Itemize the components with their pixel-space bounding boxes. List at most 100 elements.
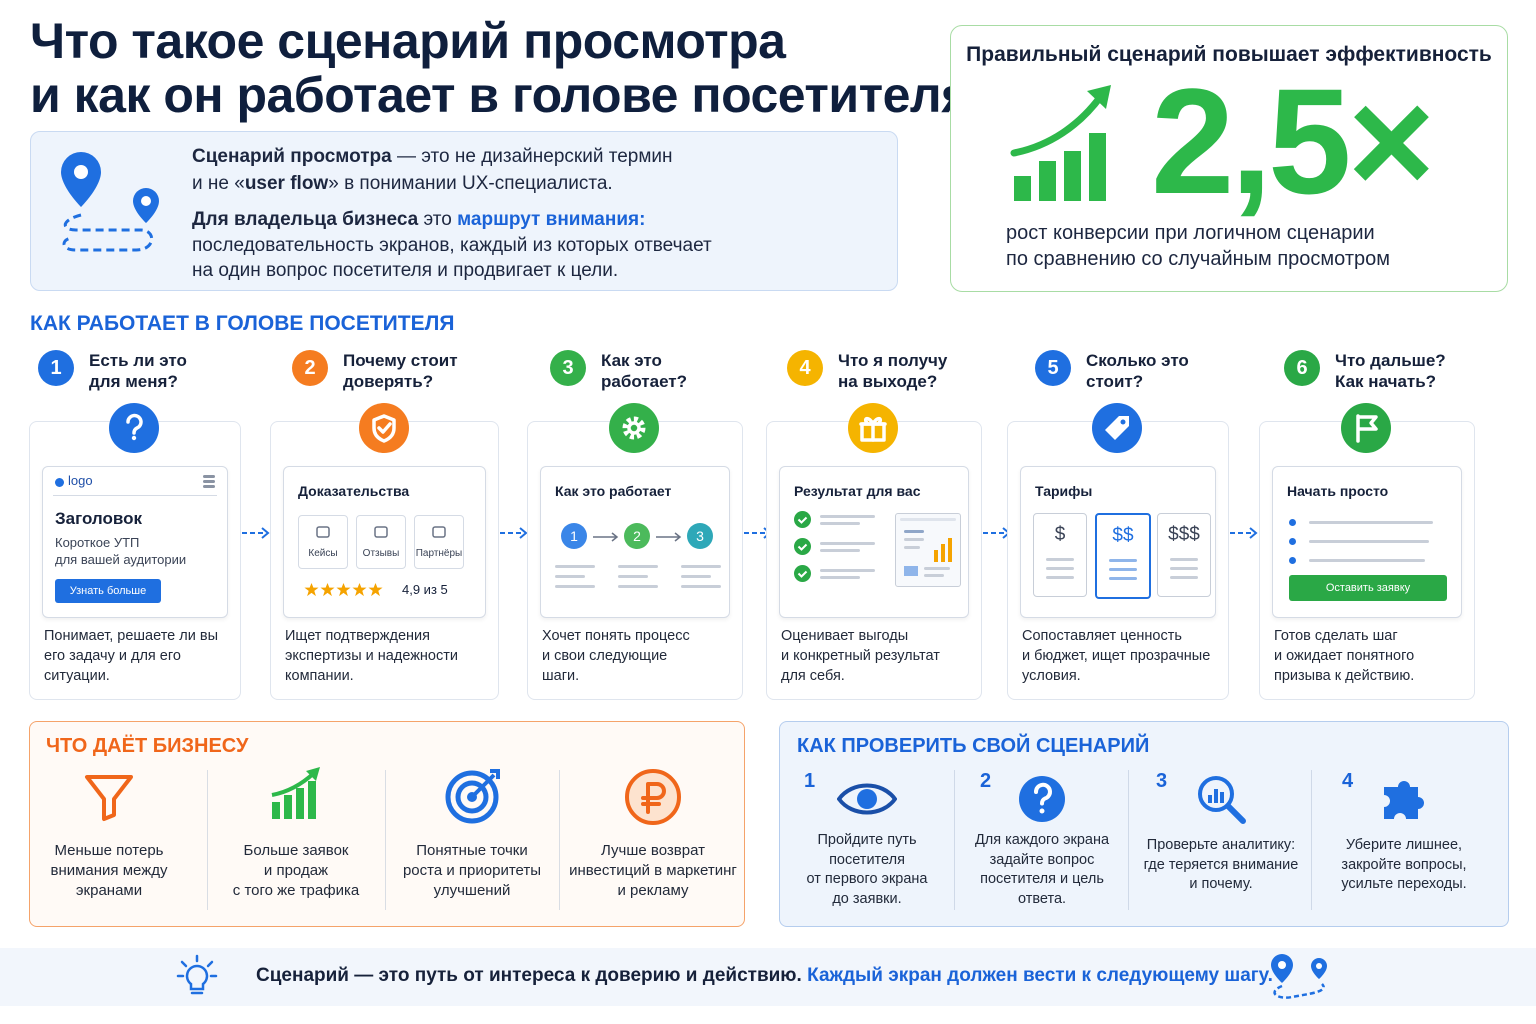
route-icon (61, 152, 159, 252)
intro-bold: Сценарий просмотра (192, 146, 392, 167)
step-question: Как это (601, 351, 662, 370)
icon-shape (1341, 403, 1391, 453)
icon-shape (109, 403, 159, 453)
check-box: КАК ПРОВЕРИТЬ СВОЙ СЦЕНАРИЙ 1 Пройдите пу… (779, 721, 1509, 927)
icon-shape (622, 416, 646, 440)
placeholder-line (203, 480, 215, 483)
icon-shape (374, 526, 388, 538)
step-card: Тарифы $ $$ $$$ Сопоставляет ценность и бюдже… (1007, 421, 1229, 700)
icon-shape (176, 954, 218, 995)
mock-screen: logo Заголовок Короткое УТП для вашей аудит… (42, 466, 228, 618)
placeholder-line (618, 575, 648, 578)
icon-shape (593, 532, 619, 542)
mock-title: Результат для вас (794, 483, 921, 499)
icon-shape (126, 413, 143, 435)
icon-shape (857, 789, 877, 809)
icon-shape (445, 770, 499, 824)
route-icon (1271, 954, 1327, 999)
section-heading: ЧТО ДАЁТ БИЗНЕСУ (46, 735, 249, 757)
step-description: экспертизы и надежности (285, 648, 458, 664)
mock-screen: Начать просто Оставить заявку (1272, 466, 1462, 618)
mock-button: Оставить заявку (1289, 575, 1447, 601)
placeholder-line (1309, 540, 1429, 543)
footer-band: Сценарий — это путь от интереса к довери… (0, 948, 1536, 1006)
icon-shape (848, 403, 898, 453)
mock-title: Доказательства (298, 483, 410, 499)
check-text: ответа. (1017, 890, 1067, 907)
icon-shape (368, 582, 383, 597)
benefit-icon (79, 767, 139, 827)
icon-shape (625, 769, 681, 825)
step-icon (109, 403, 159, 453)
icon-shape (1033, 782, 1052, 806)
star (320, 582, 335, 597)
mock-screen: Как это работает 1 2 3 (540, 466, 730, 618)
mini-bar (941, 544, 945, 562)
icon-shape (1014, 176, 1031, 201)
check-text: и почему. (1189, 876, 1253, 892)
check-text: задайте вопрос (989, 851, 1095, 868)
benefit-text: роста и приоритеты (402, 862, 542, 879)
check-text: Проверьте аналитику: (1146, 837, 1296, 853)
icon-shape (1087, 85, 1111, 109)
icon-shape (455, 780, 489, 814)
title-line: Что такое сценарий просмотра (30, 13, 786, 69)
placeholder-line (820, 515, 875, 518)
mini-bar (934, 550, 938, 562)
intro-box: Сценарий просмотра — это не дизайнерский… (30, 131, 898, 291)
icon-shape (656, 532, 682, 542)
plan-card: $$ (1095, 513, 1151, 599)
growth-icon (1010, 85, 1111, 201)
icon-shape (374, 526, 388, 538)
icon-shape (316, 526, 330, 538)
check-number: 3 (1156, 770, 1168, 792)
placeholder-line (1170, 576, 1198, 579)
icon-shape (1220, 792, 1224, 803)
icon-shape (432, 526, 446, 538)
column-separator (207, 770, 208, 910)
footer-text: Сценарий — это путь от интереса к довери… (256, 965, 1273, 987)
icon-shape (271, 771, 316, 797)
title-line: и как он работает в голове посетителя (30, 67, 970, 123)
flow-arrow (1228, 526, 1260, 540)
step-card: logo Заголовок Короткое УТП для вашей аудит… (29, 421, 241, 700)
bullet (1289, 538, 1296, 545)
placeholder-line (1170, 567, 1198, 570)
placeholder-line (618, 585, 658, 588)
icon-shape (185, 964, 209, 991)
icon-shape (470, 769, 500, 799)
icon-shape (336, 582, 351, 597)
intro-bold: Для владельца бизнеса (192, 209, 419, 230)
step-description: шаги. (542, 668, 580, 684)
icon-shape (794, 511, 811, 528)
icon-shape (1230, 527, 1258, 539)
icon-shape (1120, 419, 1126, 425)
intro-line: Для владельца бизнеса это маршрут вниман… (192, 209, 645, 231)
stat-box: Правильный сценарий повышает эффективнос… (950, 25, 1508, 292)
benefit-text: экранами (75, 882, 143, 899)
placeholder-line (820, 542, 875, 545)
icon-shape (371, 414, 396, 443)
step-dot: 3 (687, 523, 713, 549)
step-description: и бюджет, ищет прозрачные (1022, 648, 1211, 664)
step-number: 5 (1035, 350, 1071, 386)
icon-shape (131, 435, 137, 441)
benefit-icon (266, 767, 326, 827)
bullet (1289, 519, 1296, 526)
check-text: Пройдите путь (817, 832, 917, 848)
icon-shape (1064, 151, 1081, 201)
tile-icon (315, 524, 331, 540)
step-question: Как начать? (1335, 372, 1437, 391)
icon-shape (1039, 161, 1056, 201)
icon-shape (1019, 776, 1065, 822)
icon-shape (794, 538, 811, 555)
mock-screen: Результат для вас (779, 466, 969, 618)
icon-shape (593, 532, 619, 542)
placeholder-line (555, 585, 595, 588)
intro-line: и не «user flow» в понимании UX-специали… (192, 173, 613, 195)
icon-shape (797, 543, 808, 551)
step-description: компании. (285, 668, 354, 684)
column-separator (954, 770, 955, 910)
footer-highlight: Каждый экран должен вести к следующему ш… (807, 965, 1273, 986)
check-number: 2 (980, 770, 992, 792)
